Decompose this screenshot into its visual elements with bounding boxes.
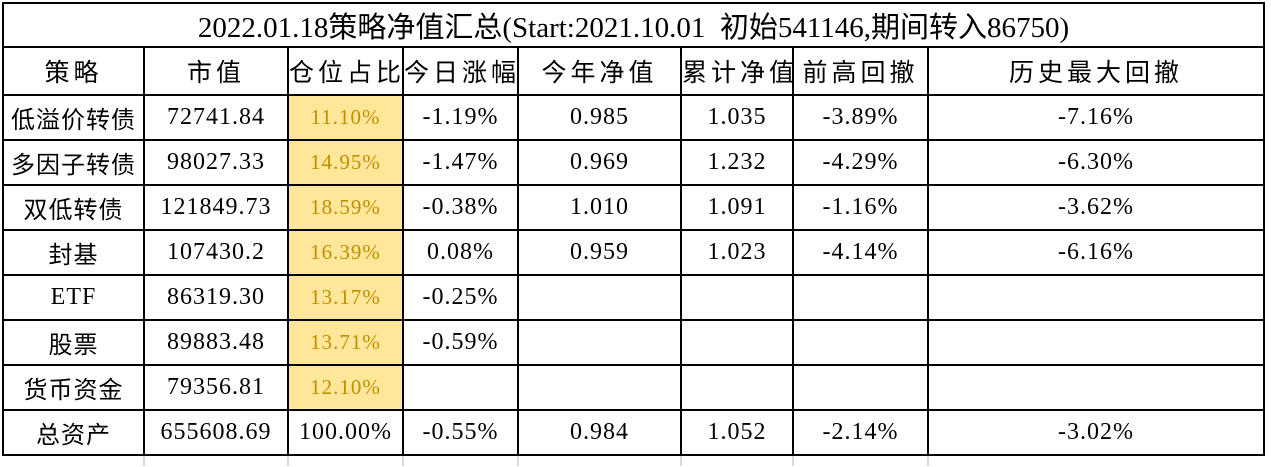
market-value-cell[interactable]: 79356.81 xyxy=(143,364,289,411)
table-row: 封基 107430.2 16.39% 0.08% 0.959 1.023 -4.14% -6.… xyxy=(2,229,1266,276)
today-change-cell[interactable]: -0.59% xyxy=(402,319,519,366)
market-value-cell[interactable]: 107430.2 xyxy=(143,229,289,276)
table-row: 货币资金 79356.81 12.10% xyxy=(2,364,1266,411)
table-row: 股票 89883.48 13.71% -0.59% xyxy=(2,319,1266,366)
drawdown-from-prev-high-cell[interactable] xyxy=(792,274,929,321)
ytd-nav-cell[interactable] xyxy=(517,319,682,366)
excel-gridline-stubs xyxy=(2,456,1263,466)
historical-max-drawdown-cell[interactable] xyxy=(926,319,1266,366)
drawdown-from-prev-high-cell[interactable] xyxy=(792,319,929,366)
table-row: 总资产 655608.69 100.00% -0.55% 0.984 1.052 -2.14… xyxy=(2,409,1266,456)
cumulative-nav-cell[interactable]: 1.232 xyxy=(680,139,794,186)
market-value-cell[interactable]: 89883.48 xyxy=(143,319,289,366)
ytd-nav-cell[interactable] xyxy=(517,274,682,321)
strategy-cell[interactable]: ETF xyxy=(2,274,145,321)
position-pct-cell[interactable]: 100.00% xyxy=(287,409,404,456)
market-value-cell[interactable]: 72741.84 xyxy=(143,94,289,141)
column-header-today-change[interactable]: 今日涨幅 xyxy=(402,46,519,96)
drawdown-from-prev-high-cell[interactable] xyxy=(792,364,929,411)
historical-max-drawdown-cell[interactable] xyxy=(926,274,1266,321)
cumulative-nav-cell[interactable]: 1.052 xyxy=(680,409,794,456)
drawdown-from-prev-high-cell[interactable]: -1.16% xyxy=(792,184,929,231)
strategy-cell[interactable]: 封基 xyxy=(2,229,145,276)
drawdown-from-prev-high-cell[interactable]: -4.29% xyxy=(792,139,929,186)
table-row: 双低转债 121849.73 18.59% -0.38% 1.010 1.091 -1.16… xyxy=(2,184,1266,231)
position-pct-cell[interactable]: 12.10% xyxy=(287,364,404,411)
today-change-cell[interactable]: 0.08% xyxy=(402,229,519,276)
today-change-cell[interactable]: -1.47% xyxy=(402,139,519,186)
drawdown-from-prev-high-cell[interactable]: -2.14% xyxy=(792,409,929,456)
column-header-strategy[interactable]: 策略 xyxy=(2,46,145,96)
historical-max-drawdown-cell[interactable]: -6.16% xyxy=(926,229,1266,276)
ytd-nav-cell[interactable]: 0.985 xyxy=(517,94,682,141)
table-row: 低溢价转债 72741.84 11.10% -1.19% 0.985 1.035 -3.89… xyxy=(2,94,1266,141)
column-header-position-pct[interactable]: 仓位占比 xyxy=(287,46,404,96)
strategy-cell[interactable]: 双低转债 xyxy=(2,184,145,231)
market-value-cell[interactable]: 121849.73 xyxy=(143,184,289,231)
drawdown-from-prev-high-cell[interactable]: -4.14% xyxy=(792,229,929,276)
today-change-cell[interactable]: -1.19% xyxy=(402,94,519,141)
historical-max-drawdown-cell[interactable]: -6.30% xyxy=(926,139,1266,186)
position-pct-cell[interactable]: 14.95% xyxy=(287,139,404,186)
today-change-cell[interactable] xyxy=(402,364,519,411)
cumulative-nav-cell[interactable]: 1.035 xyxy=(680,94,794,141)
column-header-ytd-nav[interactable]: 今年净值 xyxy=(517,46,682,96)
column-header-historical-max-drawdown[interactable]: 历史最大回撤 xyxy=(926,46,1266,96)
position-pct-cell[interactable]: 11.10% xyxy=(287,94,404,141)
column-header-drawdown-from-prev-high[interactable]: 前高回撤 xyxy=(792,46,929,96)
position-pct-cell[interactable]: 16.39% xyxy=(287,229,404,276)
strategy-nav-summary-table: 2022.01.18策略净值汇总(Start:2021.10.01 初始5411… xyxy=(1,2,1266,456)
cumulative-nav-cell[interactable]: 1.023 xyxy=(680,229,794,276)
ytd-nav-cell[interactable]: 0.959 xyxy=(517,229,682,276)
column-header-market-value[interactable]: 市值 xyxy=(143,46,289,96)
today-change-cell[interactable]: -0.55% xyxy=(402,409,519,456)
strategy-cell[interactable]: 低溢价转债 xyxy=(2,94,145,141)
market-value-cell[interactable]: 655608.69 xyxy=(143,409,289,456)
cumulative-nav-cell[interactable] xyxy=(680,364,794,411)
header-row: 策略 市值 仓位占比 今日涨幅 今年净值 累计净值 前高回撤 历史最大回撤 xyxy=(2,46,1266,96)
cumulative-nav-cell[interactable] xyxy=(680,319,794,366)
cumulative-nav-cell[interactable] xyxy=(680,274,794,321)
table-title[interactable]: 2022.01.18策略净值汇总(Start:2021.10.01 初始5411… xyxy=(1,2,1266,48)
market-value-cell[interactable]: 86319.30 xyxy=(143,274,289,321)
drawdown-from-prev-high-cell[interactable]: -3.89% xyxy=(792,94,929,141)
today-change-cell[interactable]: -0.38% xyxy=(402,184,519,231)
market-value-cell[interactable]: 98027.33 xyxy=(143,139,289,186)
ytd-nav-cell[interactable]: 0.969 xyxy=(517,139,682,186)
ytd-nav-cell[interactable]: 1.010 xyxy=(517,184,682,231)
historical-max-drawdown-cell[interactable]: -3.02% xyxy=(926,409,1266,456)
table-row: ETF 86319.30 13.17% -0.25% xyxy=(2,274,1266,321)
ytd-nav-cell[interactable] xyxy=(517,364,682,411)
historical-max-drawdown-cell[interactable]: -7.16% xyxy=(926,94,1266,141)
position-pct-cell[interactable]: 18.59% xyxy=(287,184,404,231)
strategy-cell[interactable]: 货币资金 xyxy=(2,364,145,411)
position-pct-cell[interactable]: 13.71% xyxy=(287,319,404,366)
strategy-cell[interactable]: 多因子转债 xyxy=(2,139,145,186)
today-change-cell[interactable]: -0.25% xyxy=(402,274,519,321)
position-pct-cell[interactable]: 13.17% xyxy=(287,274,404,321)
column-header-cumulative-nav[interactable]: 累计净值 xyxy=(680,46,794,96)
historical-max-drawdown-cell[interactable]: -3.62% xyxy=(926,184,1266,231)
ytd-nav-cell[interactable]: 0.984 xyxy=(517,409,682,456)
strategy-cell[interactable]: 总资产 xyxy=(2,409,145,456)
historical-max-drawdown-cell[interactable] xyxy=(926,364,1266,411)
table-row: 多因子转债 98027.33 14.95% -1.47% 0.969 1.232 -4.29… xyxy=(2,139,1266,186)
strategy-cell[interactable]: 股票 xyxy=(2,319,145,366)
cumulative-nav-cell[interactable]: 1.091 xyxy=(680,184,794,231)
title-row: 2022.01.18策略净值汇总(Start:2021.10.01 初始5411… xyxy=(1,2,1266,48)
